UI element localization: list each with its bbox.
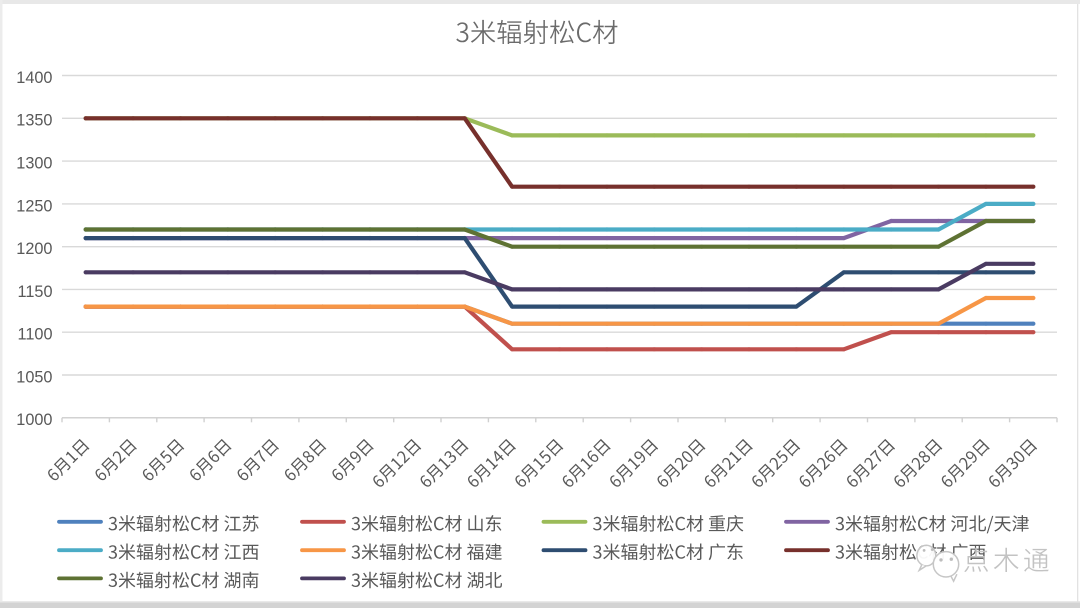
svg-text:1000: 1000	[16, 411, 52, 429]
svg-text:1300: 1300	[16, 155, 52, 173]
svg-text:1350: 1350	[16, 112, 52, 130]
svg-text:1200: 1200	[16, 240, 52, 258]
svg-text:1150: 1150	[17, 283, 52, 301]
svg-text:1050: 1050	[16, 368, 52, 386]
svg-text:1100: 1100	[17, 326, 52, 344]
svg-text:1250: 1250	[16, 197, 52, 215]
svg-text:1400: 1400	[16, 69, 52, 87]
